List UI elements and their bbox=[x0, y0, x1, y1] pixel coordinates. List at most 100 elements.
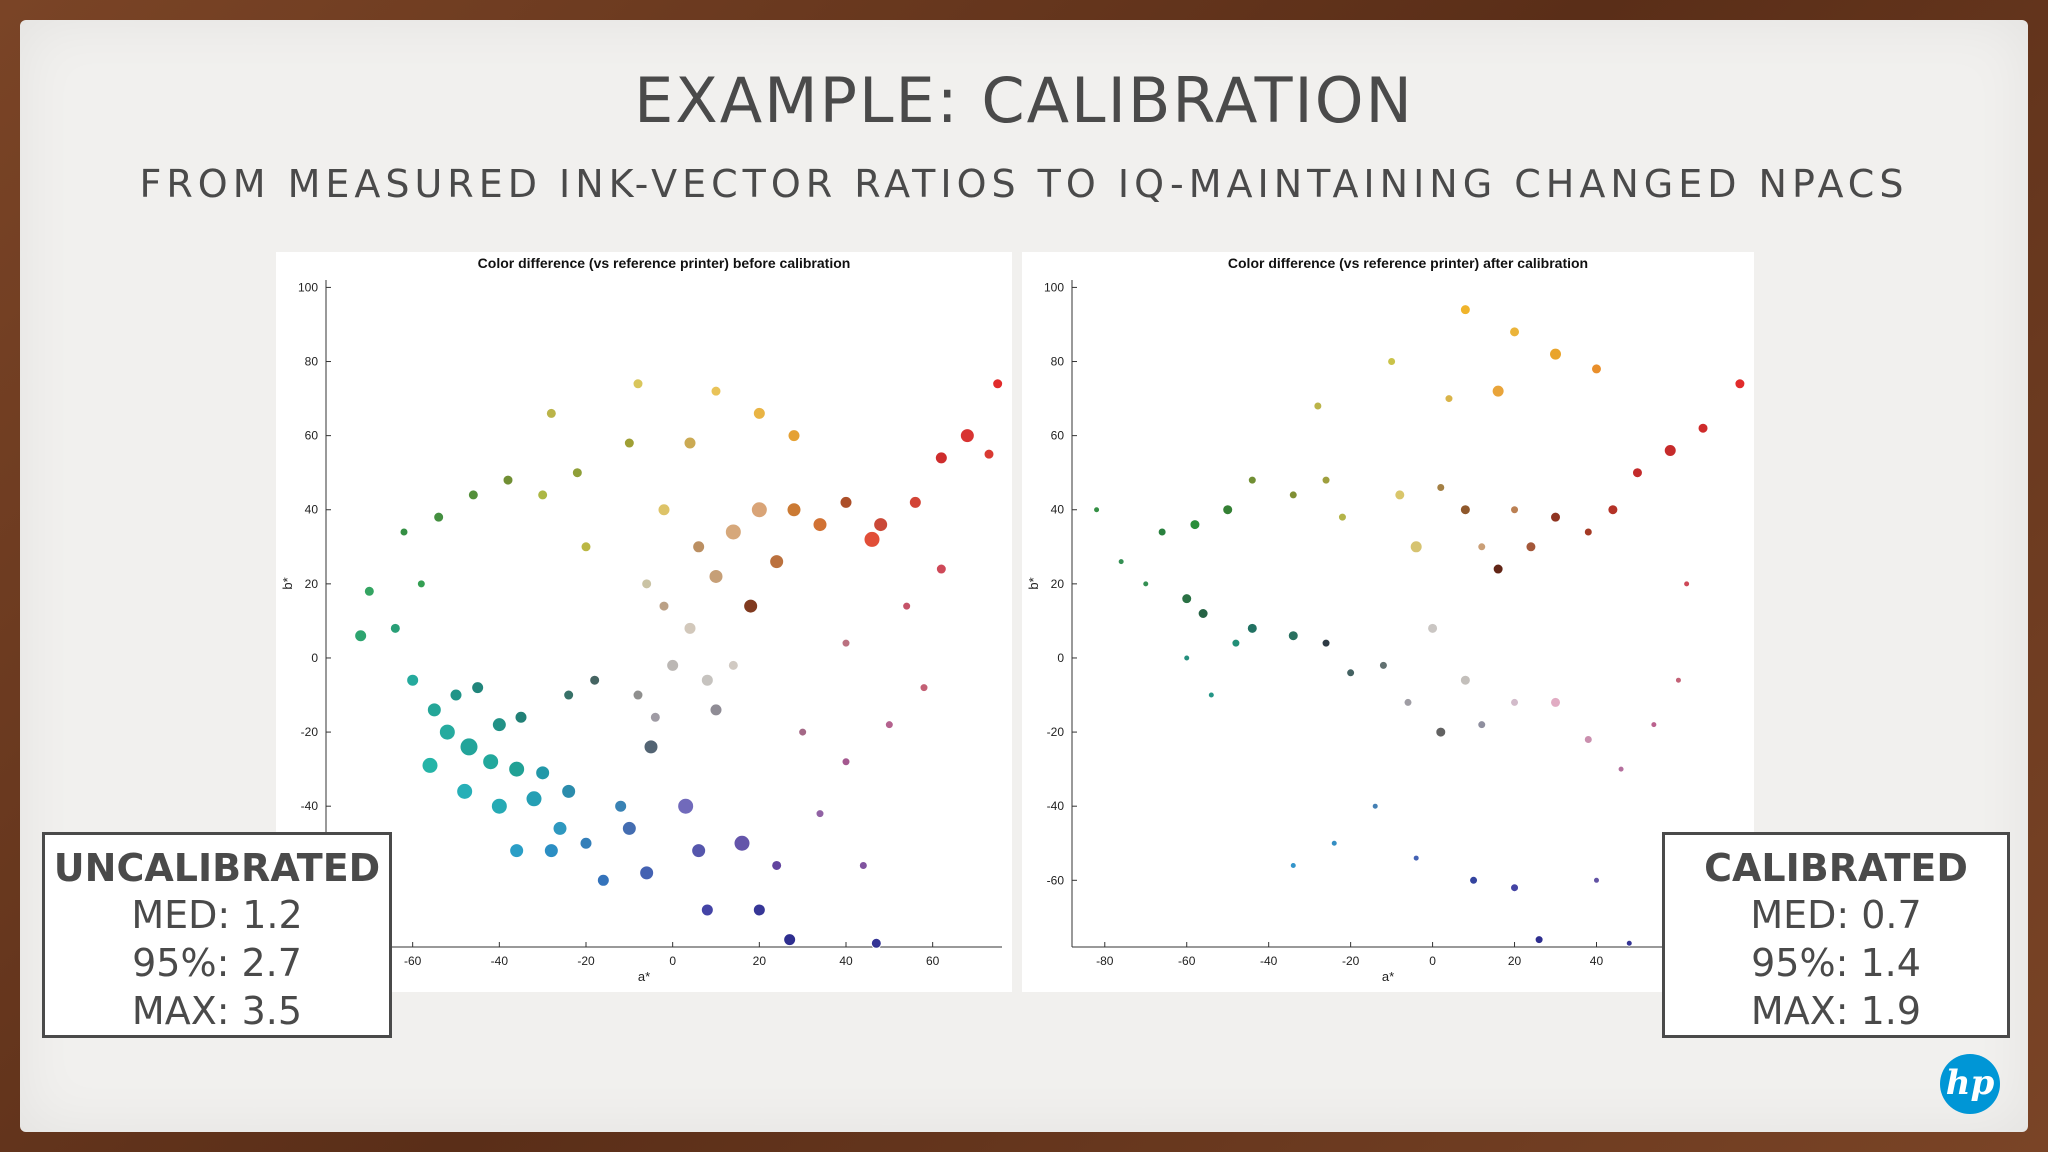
data-point bbox=[902, 601, 912, 611]
data-point bbox=[692, 540, 706, 554]
data-point bbox=[1583, 527, 1593, 537]
x-tick-label: -40 bbox=[491, 954, 509, 968]
uncalibrated-stats-box: UNCALIBRATED MED: 1.2 95%: 2.7 MAX: 3.5 bbox=[42, 832, 392, 1038]
scatter-chart-after: Color difference (vs reference printer) … bbox=[1026, 255, 1746, 984]
data-point bbox=[416, 579, 426, 589]
data-point bbox=[1650, 721, 1658, 729]
data-point bbox=[1346, 668, 1356, 678]
data-point bbox=[1491, 384, 1505, 398]
chart-title: Color difference (vs reference printer) … bbox=[1228, 255, 1588, 271]
data-point bbox=[632, 689, 644, 701]
data-point bbox=[815, 809, 825, 819]
data-point bbox=[491, 717, 507, 733]
data-point bbox=[743, 598, 759, 614]
data-point bbox=[992, 378, 1004, 390]
slide-subtitle: FROM MEASURED INK-VECTOR RATIOS TO IQ-MA… bbox=[139, 162, 1909, 206]
data-point bbox=[1412, 854, 1420, 862]
uncalibrated-p95: 95%: 2.7 bbox=[132, 941, 302, 985]
data-point bbox=[552, 820, 568, 836]
data-point bbox=[543, 843, 559, 859]
data-point bbox=[683, 436, 697, 450]
data-point bbox=[1157, 527, 1167, 537]
data-point bbox=[1287, 630, 1299, 642]
data-point bbox=[1117, 558, 1125, 566]
data-point bbox=[1189, 519, 1201, 531]
uncalibrated-max: MAX: 3.5 bbox=[131, 989, 303, 1033]
data-point bbox=[1683, 580, 1691, 588]
x-axis-label: a* bbox=[1382, 969, 1394, 984]
data-point bbox=[1625, 939, 1633, 947]
calibrated-median: MED: 0.7 bbox=[1750, 893, 1922, 937]
chart-panel-before: Color difference (vs reference printer) … bbox=[276, 252, 1012, 992]
data-point bbox=[1477, 720, 1487, 730]
data-point bbox=[632, 378, 644, 390]
data-point bbox=[841, 757, 851, 767]
data-point bbox=[1142, 580, 1150, 588]
y-tick-label: 20 bbox=[305, 577, 319, 591]
data-point bbox=[1183, 654, 1191, 662]
data-point bbox=[482, 753, 500, 771]
data-point bbox=[490, 797, 508, 815]
data-point bbox=[545, 407, 557, 419]
data-point bbox=[1231, 638, 1241, 648]
data-point bbox=[1436, 483, 1446, 493]
data-point bbox=[389, 622, 401, 634]
data-point bbox=[934, 451, 948, 465]
data-point bbox=[589, 674, 601, 686]
x-tick-label: 20 bbox=[753, 954, 767, 968]
data-point bbox=[580, 541, 592, 553]
data-point bbox=[1222, 504, 1234, 516]
data-point bbox=[1371, 802, 1379, 810]
data-point bbox=[919, 683, 929, 693]
y-tick-label: -60 bbox=[1047, 873, 1065, 887]
y-tick-label: -40 bbox=[301, 799, 319, 813]
y-tick-label: 80 bbox=[1051, 355, 1065, 369]
data-point bbox=[596, 873, 610, 887]
data-point bbox=[641, 578, 653, 590]
y-tick-label: 100 bbox=[298, 280, 318, 294]
data-point bbox=[1288, 490, 1298, 500]
data-point bbox=[525, 790, 543, 808]
data-point bbox=[561, 783, 577, 799]
data-point bbox=[623, 437, 635, 449]
x-tick-label: 40 bbox=[1590, 954, 1604, 968]
data-point bbox=[700, 673, 714, 687]
data-point bbox=[1247, 475, 1257, 485]
data-point bbox=[677, 797, 695, 815]
data-point bbox=[1492, 563, 1504, 575]
data-point bbox=[1093, 506, 1101, 514]
data-point bbox=[1617, 765, 1625, 773]
data-point bbox=[812, 517, 828, 533]
data-point bbox=[935, 563, 947, 575]
data-point bbox=[873, 517, 889, 533]
x-tick-label: -20 bbox=[1342, 954, 1360, 968]
data-point bbox=[733, 834, 751, 852]
x-axis-label: a* bbox=[638, 969, 650, 984]
data-point bbox=[535, 765, 551, 781]
y-tick-label: 100 bbox=[1044, 280, 1064, 294]
data-point bbox=[1197, 608, 1209, 619]
data-point bbox=[614, 799, 628, 813]
data-point bbox=[1321, 638, 1331, 648]
y-tick-label: 60 bbox=[305, 429, 319, 443]
data-point bbox=[786, 502, 802, 518]
data-point bbox=[433, 511, 445, 523]
data-point bbox=[649, 711, 661, 723]
y-tick-label: -40 bbox=[1047, 799, 1065, 813]
data-point bbox=[563, 689, 575, 701]
x-tick-label: 0 bbox=[669, 954, 676, 968]
chart-panel-after: Color difference (vs reference printer) … bbox=[1022, 252, 1754, 992]
x-tick-label: 0 bbox=[1429, 954, 1436, 968]
x-tick-label: -60 bbox=[1178, 954, 1196, 968]
data-point bbox=[752, 406, 766, 420]
data-point bbox=[1510, 697, 1520, 707]
data-point bbox=[467, 489, 479, 501]
data-point bbox=[691, 843, 707, 859]
data-point bbox=[750, 501, 768, 519]
data-point bbox=[666, 658, 680, 672]
calibrated-stats-box: CALIBRATED MED: 0.7 95%: 1.4 MAX: 1.9 bbox=[1662, 832, 2010, 1038]
data-point bbox=[724, 523, 742, 541]
y-tick-label: -20 bbox=[1047, 725, 1065, 739]
data-point bbox=[1590, 363, 1602, 375]
data-point bbox=[1181, 593, 1193, 605]
